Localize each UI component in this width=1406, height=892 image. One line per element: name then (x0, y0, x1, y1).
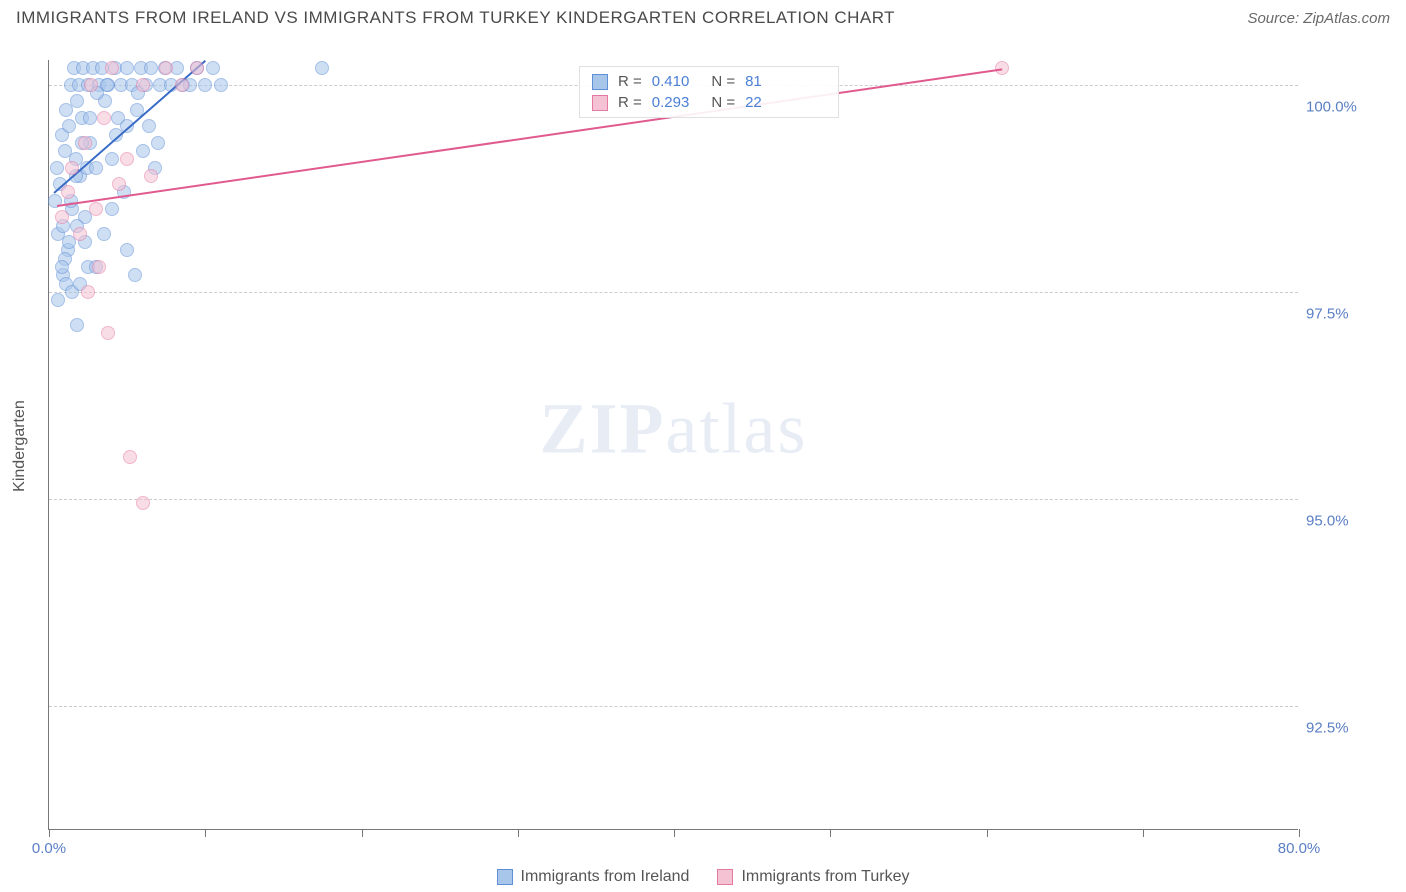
scatter-point (123, 450, 137, 464)
legend-swatch-ireland (497, 869, 513, 885)
scatter-point (144, 61, 158, 75)
stats-r-label: R = (618, 73, 642, 90)
scatter-point (73, 227, 87, 241)
chart-plot-area: ZIPatlas 92.5%95.0%97.5%100.0%0.0%80.0%R… (48, 60, 1298, 830)
scatter-point (120, 243, 134, 257)
scatter-point (175, 78, 189, 92)
bottom-legend: Immigrants from Ireland Immigrants from … (0, 868, 1406, 886)
watermark-zip: ZIP (540, 389, 666, 469)
scatter-point (142, 119, 156, 133)
scatter-point (51, 293, 65, 307)
scatter-point (70, 94, 84, 108)
source-label: Source: ZipAtlas.com (1247, 10, 1390, 27)
scatter-point (105, 202, 119, 216)
x-tick (1299, 829, 1300, 837)
scatter-point (84, 78, 98, 92)
stats-n-value: 22 (745, 94, 762, 111)
scatter-point (105, 152, 119, 166)
x-tick-label: 80.0% (1278, 840, 1321, 857)
stats-r-value: 0.293 (652, 94, 690, 111)
scatter-point (62, 119, 76, 133)
x-tick (1143, 829, 1144, 837)
scatter-point (151, 136, 165, 150)
scatter-point (315, 61, 329, 75)
stats-swatch (592, 74, 608, 90)
stats-swatch (592, 95, 608, 111)
stats-legend: R = 0.410 N = 81 R = 0.293 N = 22 (579, 66, 839, 118)
chart-title: IMMIGRANTS FROM IRELAND VS IMMIGRANTS FR… (16, 8, 895, 28)
scatter-point (92, 260, 106, 274)
x-tick (987, 829, 988, 837)
scatter-point (70, 318, 84, 332)
scatter-point (120, 61, 134, 75)
stats-row: R = 0.293 N = 22 (580, 92, 838, 113)
y-tick-label: 92.5% (1306, 719, 1386, 736)
stats-n-label: N = (711, 73, 735, 90)
scatter-point (190, 61, 204, 75)
scatter-point (105, 61, 119, 75)
scatter-point (100, 78, 114, 92)
scatter-point (78, 136, 92, 150)
scatter-point (159, 61, 173, 75)
legend-item-ireland: Immigrants from Ireland (497, 868, 690, 886)
scatter-point (198, 78, 212, 92)
scatter-point (97, 111, 111, 125)
scatter-point (81, 285, 95, 299)
scatter-point (89, 161, 103, 175)
y-tick-label: 95.0% (1306, 512, 1386, 529)
scatter-point (136, 144, 150, 158)
scatter-point (55, 210, 69, 224)
watermark-atlas: atlas (666, 389, 808, 469)
legend-label-ireland: Immigrants from Ireland (521, 868, 690, 886)
x-tick (205, 829, 206, 837)
scatter-point (61, 185, 75, 199)
stats-n-label: N = (711, 94, 735, 111)
scatter-point (136, 78, 150, 92)
scatter-point (112, 177, 126, 191)
stats-r-value: 0.410 (652, 73, 690, 90)
scatter-point (97, 227, 111, 241)
scatter-point (206, 61, 220, 75)
x-tick (49, 829, 50, 837)
gridline-h (49, 292, 1298, 293)
stats-n-value: 81 (745, 73, 762, 90)
y-axis-label: Kindergarten (11, 400, 29, 492)
x-tick (830, 829, 831, 837)
scatter-point (214, 78, 228, 92)
y-tick-label: 97.5% (1306, 305, 1386, 322)
gridline-h (49, 499, 1298, 500)
x-tick (518, 829, 519, 837)
legend-label-turkey: Immigrants from Turkey (741, 868, 909, 886)
scatter-point (101, 326, 115, 340)
scatter-point (136, 496, 150, 510)
legend-swatch-turkey (717, 869, 733, 885)
stats-r-label: R = (618, 94, 642, 111)
scatter-point (89, 202, 103, 216)
stats-row: R = 0.410 N = 81 (580, 71, 838, 92)
scatter-point (83, 111, 97, 125)
scatter-point (144, 169, 158, 183)
y-tick-label: 100.0% (1306, 98, 1386, 115)
scatter-point (120, 152, 134, 166)
x-tick-label: 0.0% (32, 840, 66, 857)
gridline-h (49, 706, 1298, 707)
scatter-point (65, 161, 79, 175)
legend-item-turkey: Immigrants from Turkey (717, 868, 909, 886)
x-tick (674, 829, 675, 837)
scatter-point (128, 268, 142, 282)
scatter-point (50, 161, 64, 175)
x-tick (362, 829, 363, 837)
trend-line (57, 68, 1003, 207)
scatter-point (55, 260, 69, 274)
watermark: ZIPatlas (540, 388, 808, 471)
